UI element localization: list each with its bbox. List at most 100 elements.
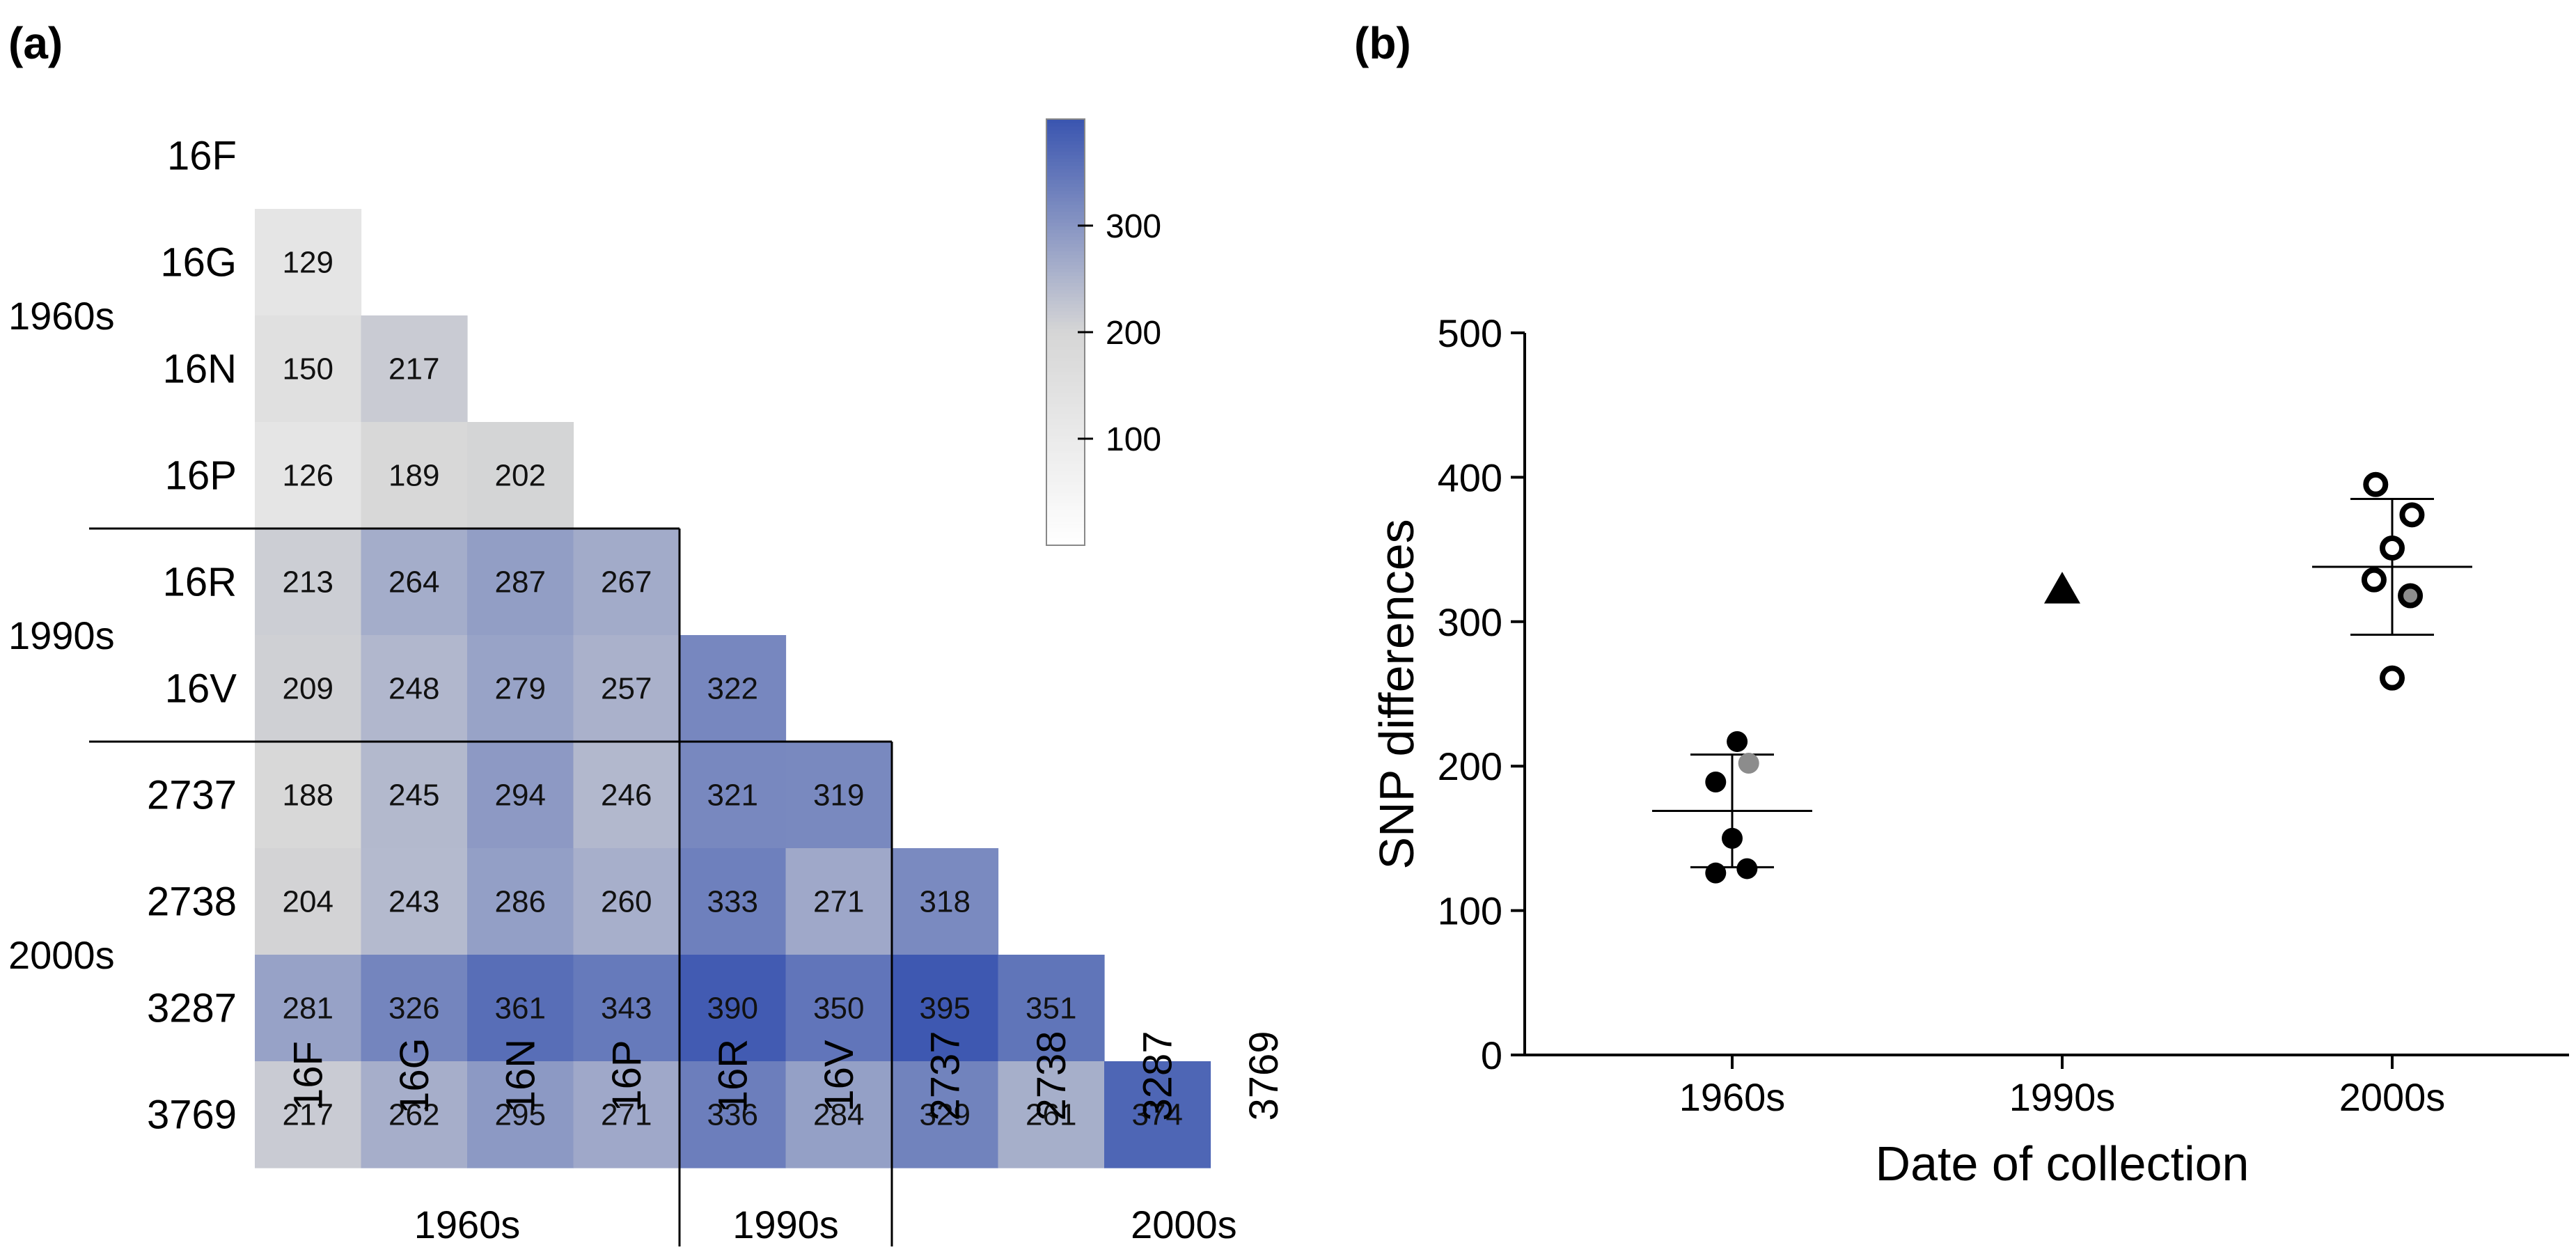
colorbar-segment — [1046, 169, 1085, 173]
heatmap-cell-value: 294 — [495, 779, 546, 813]
colorbar-segment — [1046, 382, 1085, 386]
colorbar-segment — [1046, 474, 1085, 478]
data-point-open-circle — [2398, 583, 2424, 609]
heatmap-cell-value: 343 — [601, 992, 652, 1026]
heatmap-cell-value: 267 — [601, 565, 652, 600]
panel-b-label: (b) — [1354, 18, 1411, 68]
heatmap-row-label: 16P — [165, 453, 237, 499]
colorbar-segment — [1046, 414, 1085, 419]
colorbar-segment — [1046, 261, 1085, 265]
colorbar-segment — [1046, 346, 1085, 351]
colorbar-segment — [1046, 201, 1085, 205]
heatmap-group-label: 1990s — [732, 1203, 839, 1246]
heatmap-cell-value: 279 — [495, 672, 546, 706]
heatmap-cell-value: 243 — [388, 885, 439, 919]
heatmap-cell-value: 264 — [388, 565, 439, 600]
colorbar-segment — [1046, 363, 1085, 368]
colorbar-segment — [1046, 194, 1085, 198]
data-point-open-circle — [2380, 665, 2405, 691]
colorbar-segment — [1046, 456, 1085, 461]
heatmap-cell-value: 390 — [707, 992, 758, 1026]
colorbar-segment — [1046, 226, 1085, 230]
colorbar-segment — [1046, 268, 1085, 273]
heatmap-cell — [467, 1061, 574, 1168]
heatmap-group-label: 1960s — [414, 1203, 521, 1246]
colorbar-segment — [1046, 488, 1085, 493]
colorbar-segment — [1046, 360, 1085, 365]
y-tick-label: 200 — [1438, 744, 1502, 788]
colorbar-segment — [1046, 446, 1085, 451]
panel-a-label: (a) — [8, 18, 63, 68]
colorbar-segment — [1046, 442, 1085, 446]
colorbar: 100 200 300 — [1046, 118, 1161, 546]
colorbar-segment — [1046, 495, 1085, 500]
colorbar-segment — [1046, 208, 1085, 212]
heatmap-chart: 129 150 217 126 189 202 213 264 287 267 209 248 279 2… — [8, 134, 1287, 1246]
heatmap-cell-value: 213 — [283, 565, 333, 600]
colorbar-segment — [1046, 307, 1085, 312]
colorbar-segment — [1046, 378, 1085, 383]
colorbar-segment — [1046, 492, 1085, 496]
colorbar-segment — [1046, 350, 1085, 354]
heatmap-cell-value: 333 — [707, 885, 758, 919]
heatmap-row-label: 2738 — [147, 879, 237, 925]
colorbar-segment — [1046, 357, 1085, 361]
colorbar-segment — [1046, 318, 1085, 322]
colorbar-segment — [1046, 396, 1085, 400]
colorbar-segment — [1046, 407, 1085, 411]
y-tick-label: 400 — [1438, 455, 1502, 499]
heatmap-cell — [680, 955, 787, 1062]
data-point-open-circle — [2361, 567, 2387, 593]
colorbar-segment — [1046, 485, 1085, 490]
colorbar-segment — [1046, 165, 1085, 170]
colorbar-segment — [1046, 286, 1085, 290]
heatmap-col-label: 3769 — [1241, 1031, 1287, 1120]
colorbar-segment — [1046, 453, 1085, 458]
colorbar-segment — [1046, 385, 1085, 390]
colorbar-segment — [1046, 463, 1085, 468]
heatmap-cell — [680, 635, 787, 742]
colorbar-segment — [1046, 190, 1085, 194]
colorbar-segment — [1046, 527, 1085, 532]
colorbar-segment — [1046, 467, 1085, 471]
colorbar-segment — [1046, 233, 1085, 237]
colorbar-segment — [1046, 282, 1085, 287]
heatmap-cell — [785, 1061, 893, 1168]
heatmap-cell-value: 319 — [813, 779, 864, 813]
heatmap-cell — [255, 848, 362, 955]
heatmap-col-label: 3287 — [1135, 1031, 1180, 1120]
heatmap-cell-value: 329 — [920, 1098, 971, 1132]
colorbar-segment — [1046, 449, 1085, 454]
colorbar-segment — [1046, 371, 1085, 375]
heatmap-row-label: 3287 — [147, 986, 237, 1031]
heatmap-cell-value: 262 — [388, 1098, 439, 1132]
y-tick-label: 100 — [1438, 889, 1502, 933]
colorbar-tick-label: 300 — [1106, 208, 1161, 245]
heatmap-cell — [255, 422, 362, 529]
heatmap-cell-value: 326 — [388, 992, 439, 1026]
colorbar-segment — [1046, 470, 1085, 475]
data-point-open-circle — [2363, 471, 2389, 497]
heatmap-cell-value: 395 — [920, 992, 971, 1026]
heatmap-cell-value: 204 — [283, 885, 333, 919]
heatmap-cell-value: 322 — [707, 672, 758, 706]
heatmap-cell-value: 150 — [283, 352, 333, 386]
colorbar-segment — [1046, 328, 1085, 333]
colorbar-segment — [1046, 304, 1085, 308]
heatmap-cell-value: 295 — [495, 1098, 546, 1132]
y-tick-label: 300 — [1438, 600, 1502, 644]
heatmap-cell — [467, 848, 574, 955]
data-point-triangle — [2044, 572, 2080, 604]
heatmap-row-label: 16N — [163, 347, 237, 392]
heatmap-col-label: 16R — [710, 1039, 755, 1113]
colorbar-tick-label: 100 — [1106, 421, 1161, 458]
heatmap-cell-value: 271 — [813, 885, 864, 919]
colorbar-segment — [1046, 257, 1085, 262]
heatmap-group-label: 1990s — [8, 613, 115, 657]
y-tick-label: 500 — [1438, 311, 1502, 355]
heatmap-group-label: 1960s — [8, 294, 115, 338]
heatmap-cell — [467, 635, 574, 742]
colorbar-segment — [1046, 510, 1085, 514]
heatmap-cell — [573, 1061, 680, 1168]
colorbar-segment — [1046, 431, 1085, 436]
